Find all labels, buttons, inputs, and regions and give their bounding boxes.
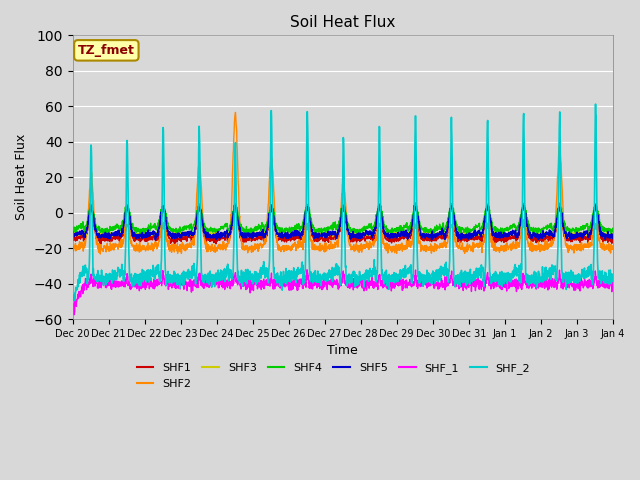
SHF4 [370, 222, 378, 228]
SHF2 [371, 240, 378, 246]
SHF3 [577, 232, 584, 238]
SHF2 [500, 249, 508, 254]
SHF2 [232, 109, 239, 115]
SHF1 [68, 235, 76, 240]
Y-axis label: Soil Heat Flux: Soil Heat Flux [15, 134, 28, 220]
SHF_1 [70, 312, 78, 318]
SHF1 [500, 240, 508, 245]
Title: Soil Heat Flux: Soil Heat Flux [290, 15, 396, 30]
SHF_1 [577, 282, 584, 288]
SHF3 [359, 231, 367, 237]
SHF4 [358, 226, 366, 232]
SHF_2 [577, 276, 584, 282]
SHF_2 [71, 298, 79, 303]
SHF_1 [562, 281, 570, 287]
SHF1 [577, 235, 584, 240]
Line: SHF_2: SHF_2 [72, 104, 613, 300]
SHF2 [68, 248, 76, 254]
SHF_1 [371, 280, 378, 286]
SHF4 [412, 200, 419, 206]
SHF3 [87, 203, 95, 208]
SHF4 [577, 224, 584, 230]
SHF1 [609, 236, 617, 242]
SHF_1 [68, 306, 76, 312]
SHF2 [220, 246, 227, 252]
SHF5 [376, 202, 383, 207]
SHF_2 [500, 280, 508, 286]
Line: SHF_1: SHF_1 [72, 270, 613, 315]
SHF5 [609, 236, 617, 241]
SHF4 [500, 228, 508, 234]
SHF4 [220, 224, 227, 230]
SHF_2 [592, 101, 600, 107]
SHF5 [370, 229, 378, 235]
Line: SHF5: SHF5 [72, 204, 613, 240]
Line: SHF4: SHF4 [72, 203, 613, 235]
SHF1 [124, 202, 131, 208]
SHF1 [220, 234, 227, 240]
SHF4 [68, 228, 76, 233]
SHF3 [68, 231, 76, 237]
SHF_2 [358, 276, 366, 282]
SHF1 [562, 233, 570, 239]
SHF5 [428, 237, 435, 243]
SHF_1 [220, 281, 227, 287]
SHF2 [577, 244, 584, 250]
SHF2 [609, 247, 617, 252]
SHF4 [609, 226, 617, 231]
SHF3 [562, 230, 570, 236]
SHF_1 [500, 284, 508, 290]
SHF_1 [359, 281, 367, 287]
X-axis label: Time: Time [327, 344, 358, 357]
SHF5 [358, 232, 366, 238]
SHF5 [68, 234, 76, 240]
SHF_2 [561, 275, 569, 281]
SHF_2 [220, 272, 227, 277]
Line: SHF3: SHF3 [72, 205, 613, 237]
SHF1 [97, 241, 105, 247]
SHF2 [562, 241, 570, 247]
SHF3 [220, 230, 227, 236]
SHF_2 [370, 264, 378, 270]
SHF_2 [609, 277, 617, 283]
Legend: SHF1, SHF2, SHF3, SHF4, SHF5, SHF_1, SHF_2: SHF1, SHF2, SHF3, SHF4, SHF5, SHF_1, SHF… [132, 359, 535, 393]
Line: SHF2: SHF2 [72, 112, 613, 254]
SHF3 [207, 234, 215, 240]
SHF5 [562, 230, 570, 236]
SHF4 [562, 226, 570, 232]
SHF3 [371, 231, 378, 237]
SHF5 [500, 234, 508, 240]
SHF_2 [68, 298, 76, 303]
SHF5 [577, 232, 584, 238]
SHF2 [97, 251, 104, 257]
SHF2 [359, 246, 367, 252]
Line: SHF1: SHF1 [72, 205, 613, 244]
SHF3 [609, 232, 617, 238]
SHF_1 [609, 275, 617, 281]
SHF4 [318, 232, 326, 238]
SHF5 [220, 231, 227, 237]
Text: TZ_fmet: TZ_fmet [78, 44, 135, 57]
SHF3 [500, 232, 508, 238]
SHF_1 [303, 267, 311, 273]
SHF1 [359, 236, 367, 241]
SHF1 [371, 236, 378, 241]
